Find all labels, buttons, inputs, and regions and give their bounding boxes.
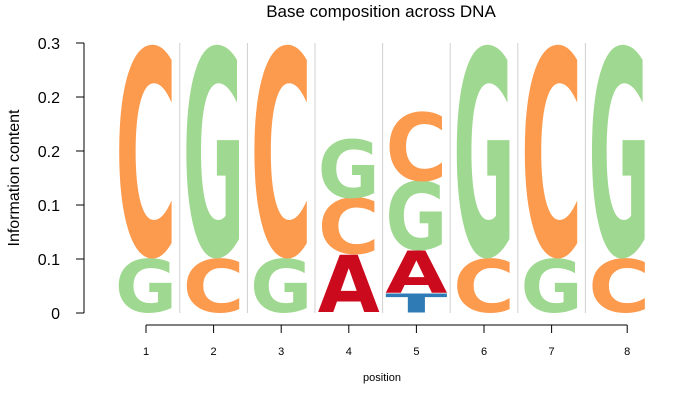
- logo-letter-c: C: [588, 245, 650, 330]
- y-tick-label: 0.1: [38, 252, 60, 269]
- x-tick-label: 8: [624, 346, 630, 358]
- x-tick-label: 3: [278, 346, 284, 358]
- logo-letter-g: G: [318, 124, 380, 216]
- logo-letter-t: T: [385, 288, 448, 318]
- y-tick-label: 0.1: [38, 198, 60, 215]
- x-tick-label: 4: [346, 346, 352, 358]
- logo-letter-g: G: [250, 245, 312, 329]
- y-axis-label: Information content: [6, 109, 23, 247]
- chart-title: Base composition across DNA: [266, 2, 496, 21]
- logo-letter-a: A: [385, 240, 447, 307]
- logo-letter-c: C: [115, 0, 177, 322]
- grid-lines: [179, 43, 586, 313]
- logo-letter-c: C: [318, 184, 380, 272]
- y-tick-label: 0.2: [38, 90, 60, 107]
- logo-letter-c: C: [521, 0, 583, 322]
- x-tick-label: 2: [211, 346, 217, 358]
- x-tick-label: 7: [549, 346, 555, 358]
- x-axis: 1 2 3 4 5 6 7 8: [143, 324, 630, 358]
- logo-letter-g: G: [521, 245, 583, 329]
- logo-letter-a: A: [318, 239, 380, 331]
- logo-letter-g: G: [183, 0, 245, 321]
- logo-letter-g: G: [385, 162, 447, 271]
- logo-letter-g: G: [453, 0, 515, 321]
- logo-letter-c: C: [385, 94, 447, 202]
- x-tick-label: 5: [413, 346, 419, 358]
- logo-letter-c: C: [453, 245, 515, 330]
- logo-letter-c: C: [183, 245, 245, 330]
- x-tick-label: 6: [481, 346, 487, 358]
- x-tick-label: 1: [143, 346, 149, 358]
- logo-letter-g: G: [115, 245, 177, 329]
- y-tick-label: 0: [51, 306, 60, 323]
- y-tick-label: 0.2: [38, 144, 60, 161]
- y-tick-label: 0.3: [38, 36, 60, 53]
- y-axis: 0 0.1 0.1 0.2 0.2 0.3: [38, 36, 85, 323]
- x-axis-label: position: [363, 372, 401, 384]
- logo-letter-g: G: [588, 0, 650, 321]
- logo-letter-c: C: [250, 0, 312, 322]
